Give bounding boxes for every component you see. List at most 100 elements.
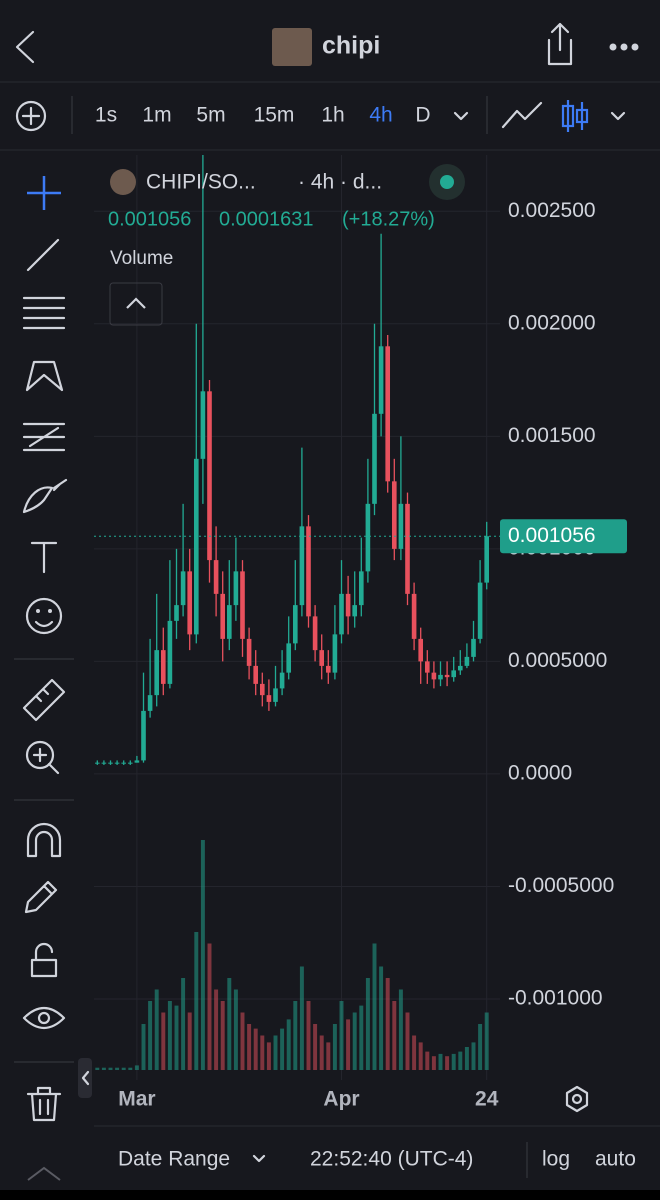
volume-bar (319, 1035, 324, 1070)
status-dot (440, 175, 454, 189)
delete-tool[interactable] (26, 1086, 62, 1122)
volume-bar (273, 1035, 278, 1070)
interval-button[interactable]: 5m (196, 104, 225, 127)
volume-bar (352, 1012, 357, 1070)
volume-bar (392, 1001, 397, 1070)
volume-bar (161, 1012, 166, 1070)
volume-bar (286, 1019, 291, 1070)
candle-body (292, 605, 298, 644)
brush-tool[interactable] (22, 478, 68, 514)
candle-body (174, 605, 179, 621)
volume-bar (438, 1053, 443, 1070)
interval-button[interactable]: D (415, 104, 430, 127)
volume-bar (266, 1042, 271, 1070)
candle-body (180, 571, 186, 606)
candle-body (167, 620, 173, 684)
candle-body (385, 346, 391, 482)
candle-body (193, 458, 199, 635)
candle-body (431, 672, 437, 680)
date-range-button[interactable]: Date Range (118, 1148, 230, 1171)
lock-drawings-tool[interactable] (24, 880, 58, 914)
x-tick-label: Mar (118, 1088, 155, 1111)
volume-bar (200, 840, 205, 1070)
interval-dropdown[interactable] (453, 111, 469, 121)
volume-bar (385, 978, 390, 1070)
text-tool[interactable] (30, 541, 58, 574)
candle-body (319, 650, 325, 666)
candle-body (114, 762, 120, 764)
visibility-tool-pupil (37, 1011, 51, 1025)
candle-body (299, 526, 305, 606)
interval-button[interactable]: 4h (369, 104, 392, 127)
candle-body (253, 665, 259, 684)
visibility-tool[interactable] (22, 1006, 66, 1030)
volume-bar (280, 1028, 285, 1070)
candle-body (187, 571, 193, 635)
candle-body (154, 650, 160, 696)
interval-button[interactable]: 1m (142, 104, 171, 127)
y-tick-label: 0.0005000 (508, 649, 607, 672)
symbol-icon (110, 169, 136, 195)
volume-bar (478, 1024, 483, 1070)
interval-button[interactable]: 1s (95, 104, 117, 127)
interval-button[interactable]: 15m (254, 104, 295, 127)
candle-body (457, 665, 463, 671)
volume-bar (464, 1047, 469, 1070)
y-tick-label: -0.001000 (508, 987, 603, 1010)
interval-button[interactable]: 1h (321, 104, 344, 127)
volume-bar (207, 943, 212, 1070)
log-toggle[interactable]: log (542, 1148, 570, 1171)
share-button[interactable] (547, 22, 573, 66)
candle-body (339, 593, 344, 635)
avatar (272, 28, 312, 66)
trendline-tool[interactable] (26, 238, 60, 272)
collapse-handle[interactable] (78, 1058, 92, 1098)
candle-body (378, 346, 384, 414)
zoom-tool[interactable] (25, 740, 60, 775)
prediction-tool[interactable] (22, 422, 66, 452)
candle-body (464, 656, 470, 666)
candle-body (213, 560, 219, 594)
candle-body (273, 688, 278, 702)
x-tick-label: Apr (323, 1088, 359, 1111)
candle-chart-button[interactable] (561, 100, 589, 132)
volume-bar (128, 1067, 133, 1070)
volume-bar (220, 1001, 225, 1070)
line-chart-button[interactable] (501, 101, 543, 129)
candle-body (141, 710, 146, 761)
more-button[interactable] (609, 43, 639, 51)
y-tick-label: 0.002500 (508, 199, 596, 222)
settings-button[interactable] (565, 1085, 589, 1113)
candle-body (405, 503, 410, 594)
add-indicator-button[interactable] (15, 100, 47, 132)
back-button[interactable] (15, 30, 35, 64)
volume-bar (339, 1001, 344, 1070)
candle-body (207, 391, 212, 561)
pattern-tool[interactable] (25, 360, 64, 392)
interval-label: · 4h · d... (298, 171, 382, 194)
measure-tool[interactable] (22, 678, 66, 722)
volume-bar (365, 978, 370, 1070)
volume-bar (240, 1012, 245, 1070)
legend-value: (+18.27%) (342, 208, 435, 230)
candle-body (471, 638, 476, 657)
volume-bar (445, 1056, 450, 1070)
y-tick-label: 0.0000 (508, 761, 572, 784)
y-tick-label: -0.0005000 (508, 874, 614, 897)
candle-body (134, 760, 140, 763)
magnet-tool[interactable] (26, 822, 62, 858)
crosshair-tool[interactable] (27, 176, 61, 210)
volume-bar (346, 1019, 351, 1070)
volume-bar (95, 1067, 100, 1070)
auto-toggle[interactable]: auto (595, 1148, 636, 1171)
volume-bar (431, 1056, 436, 1070)
emoji-tool[interactable] (25, 597, 63, 635)
collapse-legend-button[interactable] (109, 282, 163, 326)
candle-body (438, 674, 443, 680)
fib-tool[interactable] (22, 296, 66, 330)
volume-bar (359, 1005, 364, 1070)
unlock-tool[interactable] (30, 942, 58, 978)
chart-type-dropdown[interactable] (610, 111, 626, 121)
